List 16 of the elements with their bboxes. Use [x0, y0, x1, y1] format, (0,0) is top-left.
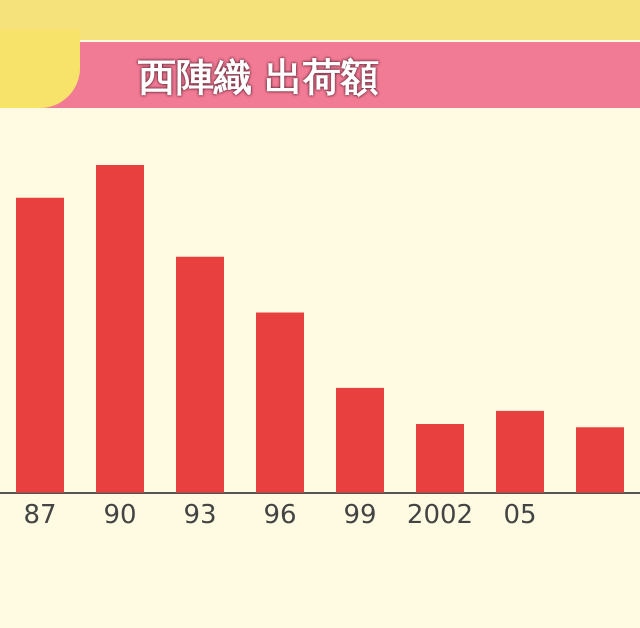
x-tick-label: 99 [343, 500, 377, 530]
bar [576, 427, 624, 493]
x-tick-label: 05 [503, 500, 537, 530]
x-tick-label: 2002 [406, 500, 474, 530]
x-tick-label: 87 [23, 500, 57, 530]
bar [16, 198, 64, 493]
bar [336, 388, 384, 493]
x-tick-label: 90 [103, 500, 137, 530]
x-tick-label: 93 [183, 500, 217, 530]
x-tick-label: 96 [263, 500, 297, 530]
bar [416, 424, 464, 493]
bar [176, 256, 224, 493]
bar [96, 165, 144, 493]
bar [256, 312, 304, 493]
chart-title: 西陣織 出荷額 [138, 54, 380, 101]
bar [496, 410, 544, 493]
